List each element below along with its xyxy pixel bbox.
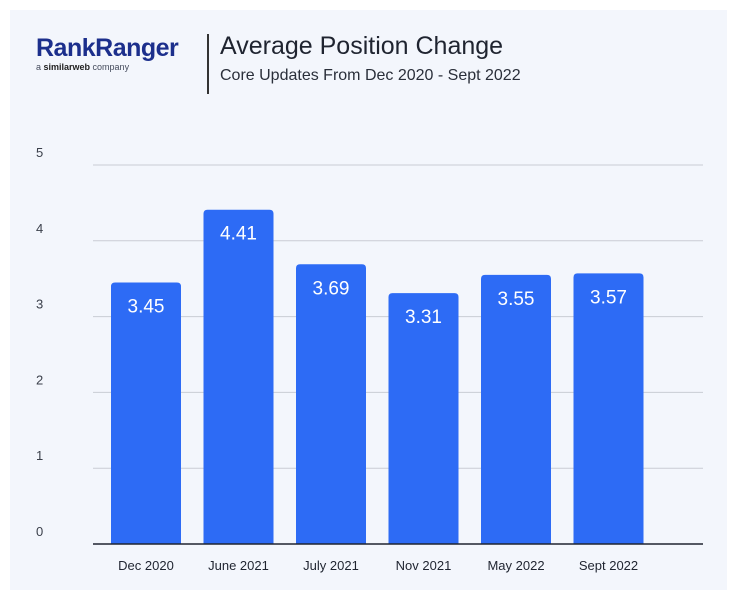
bar-value-label: 3.57 — [590, 287, 627, 308]
bar — [388, 293, 459, 544]
x-tick-label: Nov 2021 — [396, 558, 452, 573]
bar-value-label: 3.55 — [498, 289, 535, 310]
bar-value-label: 3.31 — [405, 307, 442, 328]
chart-subtitle: Core Updates From Dec 2020 - Sept 2022 — [220, 67, 521, 84]
y-tick-label: 5 — [36, 145, 43, 160]
bar-value-label: 4.41 — [220, 224, 257, 245]
tagline-prefix: a — [36, 62, 44, 72]
y-tick-label: 3 — [36, 297, 43, 312]
tagline-brand: similarweb — [43, 62, 91, 72]
chart-title: Average Position Change — [220, 32, 504, 60]
bar-value-label: 3.69 — [313, 278, 350, 299]
tagline-suffix: company — [90, 62, 130, 72]
bar — [111, 282, 181, 544]
bar — [481, 274, 551, 544]
rankranger-logo: RankRanger a similarweb company — [36, 34, 179, 73]
x-tick-label: June 2021 — [208, 558, 269, 573]
header-divider — [207, 34, 209, 94]
bar-value-label: 3.45 — [128, 296, 165, 317]
x-tick-label: July 2021 — [303, 558, 359, 573]
y-tick-label: 4 — [36, 221, 43, 236]
logo-word-rank: Rank — [36, 34, 96, 62]
logo-word-ranger: Ranger — [95, 34, 179, 62]
x-tick-label: May 2022 — [487, 558, 544, 573]
y-tick-label: 2 — [36, 372, 43, 387]
logo-wordmark: RankRanger — [36, 34, 179, 62]
logo-tagline: a similarweb company — [36, 62, 178, 73]
y-tick-label: 0 — [36, 524, 43, 539]
x-tick-label: Sept 2022 — [579, 558, 638, 573]
bar — [203, 209, 274, 545]
y-tick-label: 1 — [36, 448, 43, 463]
bar — [573, 273, 644, 544]
bar — [296, 264, 366, 544]
x-tick-label: Dec 2020 — [118, 558, 174, 573]
